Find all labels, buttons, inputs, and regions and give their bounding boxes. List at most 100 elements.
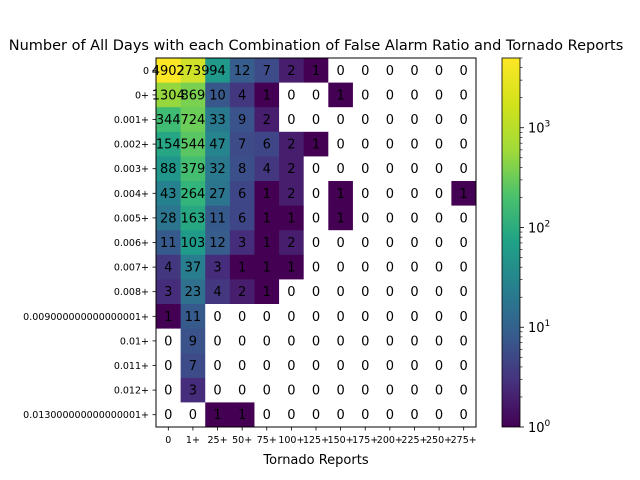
cell-value-label: 0 bbox=[361, 359, 369, 374]
cell-value-label: 0 bbox=[189, 408, 197, 423]
cell-value-label: 544 bbox=[181, 138, 206, 153]
cell-value-label: 0 bbox=[435, 261, 443, 276]
cell-value-label: 0 bbox=[213, 359, 221, 374]
heatmap-cell bbox=[180, 377, 206, 403]
cell-value-label: 6 bbox=[238, 187, 246, 202]
heatmap-cell bbox=[180, 402, 206, 428]
heatmap-cell bbox=[229, 58, 255, 83]
y-tick-label: 0.013000000000000001+ bbox=[23, 410, 149, 421]
cell-value-label: 103 bbox=[181, 236, 206, 251]
heatmap-cell bbox=[254, 205, 280, 231]
y-tick-label: 0.004+ bbox=[114, 189, 149, 200]
cell-value-label: 8 bbox=[238, 162, 246, 177]
cell-value-label: 1 bbox=[238, 408, 246, 423]
heatmap-cell bbox=[402, 304, 428, 329]
y-tick-label: 0.005+ bbox=[114, 213, 149, 224]
cell-value-label: 0 bbox=[287, 334, 295, 349]
cell-value-label: 344 bbox=[156, 113, 181, 128]
heatmap-cell bbox=[180, 156, 206, 182]
cell-value-label: 0 bbox=[336, 285, 344, 300]
cell-value-label: 0 bbox=[460, 334, 468, 349]
heatmap-cell bbox=[229, 82, 255, 108]
x-tick-label: 0 bbox=[165, 435, 171, 446]
heatmap-cell bbox=[303, 205, 329, 231]
heatmap-cell bbox=[303, 82, 329, 108]
heatmap-cell bbox=[426, 304, 452, 329]
cell-value-label: 0 bbox=[164, 384, 172, 399]
cell-value-label: 379 bbox=[181, 162, 206, 177]
heatmap-cell bbox=[279, 156, 305, 182]
cell-value-label: 1 bbox=[336, 187, 344, 202]
cell-value-label: 7 bbox=[189, 359, 197, 374]
heatmap-cell bbox=[254, 377, 280, 403]
cell-value-label: 0 bbox=[460, 162, 468, 177]
heatmap-cell bbox=[303, 131, 329, 157]
heatmap-cell bbox=[205, 58, 231, 83]
heatmap-cell bbox=[328, 402, 354, 428]
heatmap-cell bbox=[229, 107, 255, 133]
heatmap-cell bbox=[451, 181, 477, 206]
cell-value-label: 37 bbox=[185, 261, 202, 276]
cell-value-label: 0 bbox=[460, 261, 468, 276]
cell-value-label: 0 bbox=[336, 64, 344, 79]
cell-value-label: 0 bbox=[410, 138, 418, 153]
heatmap-cell bbox=[156, 279, 182, 305]
heatmap-cell bbox=[180, 181, 206, 206]
y-tick-label: 0.012+ bbox=[114, 386, 149, 397]
cell-value-label: 0 bbox=[460, 236, 468, 251]
heatmap-cell bbox=[156, 328, 182, 354]
x-tick-label: 1+ bbox=[186, 435, 200, 446]
heatmap-cell bbox=[279, 402, 305, 428]
heatmap-cell bbox=[328, 353, 354, 379]
heatmap-cell bbox=[352, 205, 378, 231]
cell-value-label: 0 bbox=[410, 162, 418, 177]
heatmap-cell bbox=[156, 230, 182, 256]
heatmap-cell bbox=[279, 304, 305, 329]
heatmap-cell bbox=[303, 107, 329, 133]
cell-value-label: 0 bbox=[386, 384, 394, 399]
heatmap-cell bbox=[180, 82, 206, 108]
heatmap-cell bbox=[279, 181, 305, 206]
cell-value-label: 43 bbox=[160, 187, 177, 202]
heatmap-cell bbox=[279, 230, 305, 256]
cell-value-label: 2 bbox=[287, 236, 295, 251]
heatmap-cell bbox=[377, 107, 403, 133]
cell-value-label: 33 bbox=[209, 113, 226, 128]
cell-value-label: 2739 bbox=[176, 64, 209, 79]
heatmap-cell bbox=[328, 304, 354, 329]
cell-value-label: 9 bbox=[238, 113, 246, 128]
heatmap-cell bbox=[303, 156, 329, 182]
heatmap-cell bbox=[303, 181, 329, 206]
heatmap-cell bbox=[254, 156, 280, 182]
heatmap-cell bbox=[229, 402, 255, 428]
cell-value-label: 94 bbox=[209, 64, 226, 79]
cell-value-label: 0 bbox=[386, 285, 394, 300]
heatmap-cell bbox=[377, 58, 403, 83]
heatmap-cell bbox=[229, 304, 255, 329]
cell-value-label: 0 bbox=[287, 310, 295, 325]
heatmap-cell bbox=[426, 328, 452, 354]
heatmap-cell bbox=[328, 279, 354, 305]
cell-value-label: 0 bbox=[435, 384, 443, 399]
heatmap-cell bbox=[402, 205, 428, 231]
heatmap-cell bbox=[402, 328, 428, 354]
cell-value-label: 0 bbox=[164, 408, 172, 423]
heatmap-cell bbox=[426, 254, 452, 280]
cell-value-label: 0 bbox=[164, 359, 172, 374]
y-tick-label: 0.008+ bbox=[114, 287, 149, 298]
heatmap-cell bbox=[352, 328, 378, 354]
cell-value-label: 12 bbox=[234, 64, 251, 79]
heatmap-cell bbox=[156, 304, 182, 329]
heatmap-cell bbox=[229, 156, 255, 182]
cell-value-label: 3 bbox=[189, 384, 197, 399]
cell-value-label: 0 bbox=[312, 310, 320, 325]
heatmap-cell bbox=[205, 131, 231, 157]
cell-value-label: 0 bbox=[287, 285, 295, 300]
heatmap-cell bbox=[426, 156, 452, 182]
heatmap-cell bbox=[254, 131, 280, 157]
heatmap-cell bbox=[377, 82, 403, 108]
heatmap-cell bbox=[328, 254, 354, 280]
cell-value-label: 0 bbox=[386, 359, 394, 374]
heatmap-cell bbox=[352, 82, 378, 108]
heatmap-cell bbox=[279, 328, 305, 354]
